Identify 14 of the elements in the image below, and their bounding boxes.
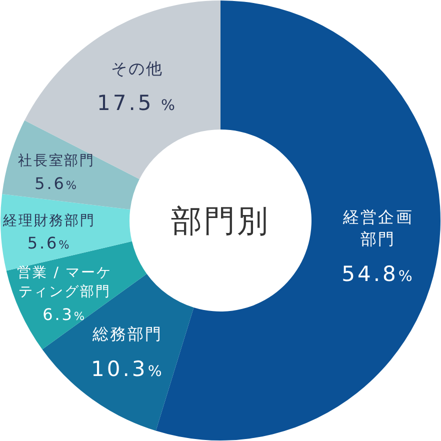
slice-label: 営業 / マーケティング部門 <box>17 264 112 300</box>
data-label: 6.3% <box>42 304 86 324</box>
data-label: 5.6% <box>27 233 72 252</box>
slice-label: 経理財務部門 <box>2 212 96 229</box>
donut-slice <box>2 120 140 210</box>
data-label: 54.8% <box>342 262 415 286</box>
slice-label: 総務部門 <box>91 324 163 344</box>
slice-label: その他 <box>110 58 164 78</box>
data-label: 10.3% <box>90 356 164 381</box>
data-label: 17.5 % <box>96 91 178 116</box>
text: 部門別 <box>171 204 270 240</box>
slice-label: 経営企画部門 <box>342 208 414 249</box>
data-label: 5.6% <box>34 174 78 193</box>
slice-label: 社長室部門 <box>18 153 95 170</box>
